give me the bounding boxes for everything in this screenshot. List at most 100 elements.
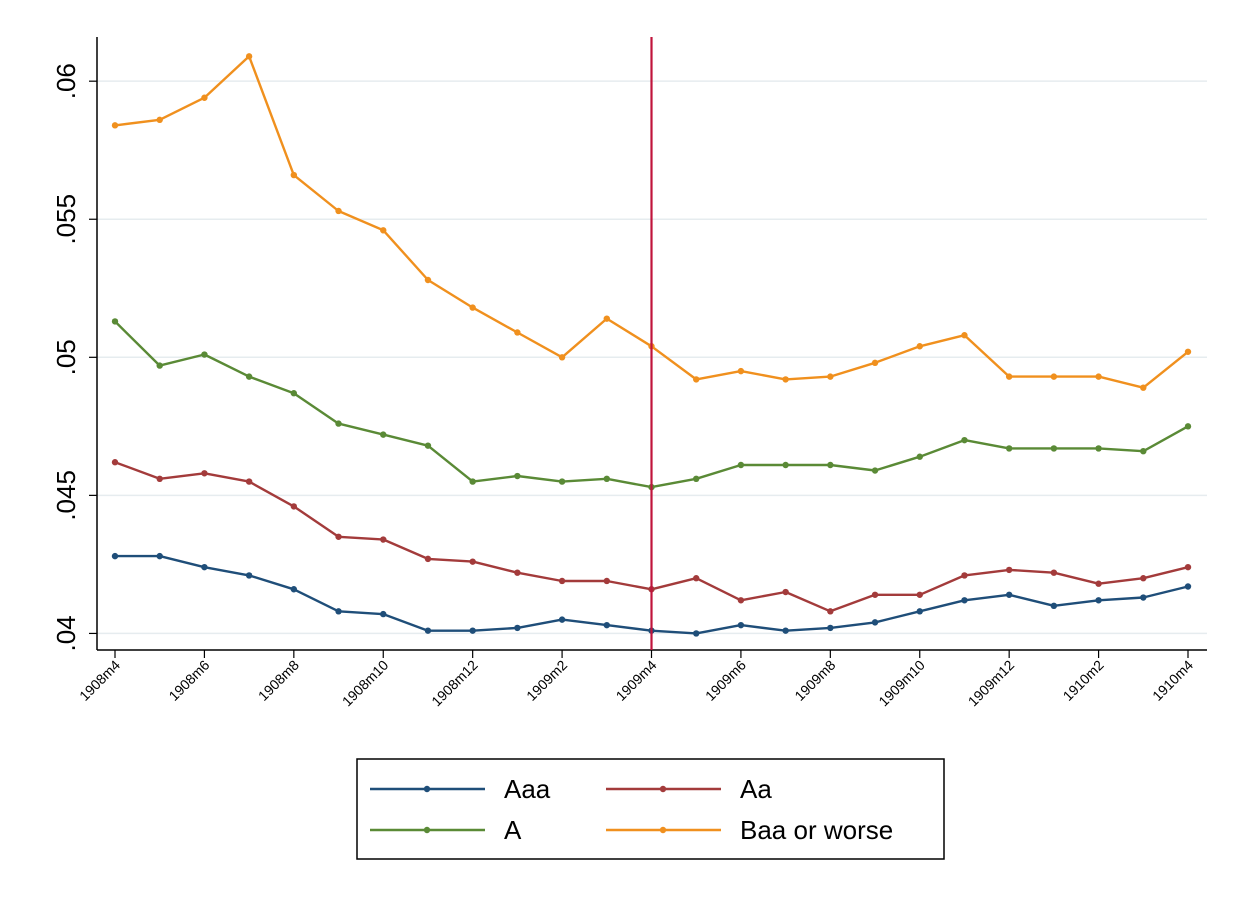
x-tick-label: 1909m8 — [791, 657, 838, 704]
legend-swatch-marker — [659, 785, 667, 793]
data-point — [1005, 591, 1013, 598]
data-point — [916, 591, 923, 598]
data-point — [827, 373, 834, 380]
data-point — [737, 621, 745, 629]
data-point — [111, 459, 119, 466]
data-point — [156, 552, 163, 560]
data-point — [871, 619, 879, 626]
x-tick-label: 1908m10 — [339, 657, 392, 710]
data-point — [1050, 602, 1058, 610]
data-point — [693, 475, 700, 483]
data-point — [1005, 566, 1013, 574]
data-point — [469, 478, 476, 485]
data-point — [782, 376, 789, 383]
data-point — [1095, 597, 1102, 604]
data-point — [335, 207, 342, 215]
data-point — [603, 315, 610, 322]
x-axis-ticks: 1908m4 1908m6 1908m8 1908m10 1908m12 1909m2 19… — [76, 650, 1196, 709]
data-point — [961, 572, 968, 579]
data-point — [156, 116, 163, 124]
data-point — [1050, 445, 1058, 452]
data-point — [693, 575, 700, 582]
data-point — [1095, 580, 1102, 587]
x-tick-label: 1909m4 — [613, 657, 660, 704]
data-point — [1184, 348, 1192, 355]
data-point — [245, 478, 253, 485]
data-point — [111, 318, 119, 325]
data-point — [1095, 373, 1102, 380]
data-point — [514, 624, 521, 632]
data-point — [827, 461, 834, 469]
legend-item: Aa — [606, 774, 772, 804]
data-point — [245, 373, 253, 380]
legend-label: Aa — [740, 774, 772, 804]
data-point — [245, 572, 253, 579]
y-tick-label: .045 — [51, 470, 81, 521]
y-tick-label: .04 — [51, 615, 81, 651]
data-point — [469, 304, 476, 311]
y-tick-label: .06 — [51, 63, 81, 99]
data-point — [1140, 594, 1147, 601]
data-point — [871, 467, 879, 474]
data-point — [693, 630, 700, 637]
legend: Aaa Aa A Baa or worse — [356, 758, 945, 860]
data-point — [1005, 445, 1013, 452]
x-tick-label: 1909m12 — [965, 657, 1018, 710]
data-point — [380, 227, 387, 234]
data-point — [603, 577, 610, 585]
data-point — [782, 627, 789, 634]
legend-item: Aaa — [370, 774, 551, 804]
data-point — [290, 390, 298, 397]
legend-item: Baa or worse — [606, 815, 893, 845]
data-point — [1184, 423, 1192, 430]
data-point — [693, 376, 700, 383]
data-point — [603, 475, 610, 483]
x-tick-label: 1909m6 — [702, 657, 749, 704]
x-tick-label: 1910m2 — [1060, 657, 1107, 704]
y-tick-label: .055 — [51, 194, 81, 245]
data-point — [380, 536, 387, 543]
data-point — [961, 597, 968, 604]
data-point — [380, 431, 387, 438]
data-point — [424, 627, 432, 634]
data-point — [782, 588, 789, 596]
data-point — [603, 621, 610, 629]
legend-label: Baa or worse — [740, 815, 893, 845]
data-point — [245, 53, 253, 60]
data-point — [558, 577, 566, 585]
data-point — [1005, 373, 1013, 380]
data-point — [335, 420, 342, 427]
data-point — [290, 503, 298, 510]
legend-swatch-marker — [423, 826, 431, 834]
data-point — [290, 171, 298, 179]
x-tick-label: 1909m2 — [523, 657, 570, 704]
data-point — [827, 624, 834, 632]
data-point — [1050, 569, 1058, 576]
x-tick-label: 1909m10 — [875, 657, 928, 710]
data-point — [737, 367, 745, 375]
data-point — [424, 276, 432, 284]
legend-item: A — [370, 815, 522, 845]
data-point — [201, 94, 208, 101]
legend-swatch-marker — [423, 785, 431, 793]
data-point — [514, 472, 521, 480]
data-point — [827, 608, 834, 615]
data-point — [514, 569, 521, 576]
data-point — [782, 461, 789, 469]
data-point — [335, 533, 342, 540]
y-tick-label: .05 — [51, 339, 81, 375]
data-point — [380, 610, 387, 618]
data-point — [469, 558, 476, 565]
data-point — [558, 616, 566, 623]
data-point — [156, 362, 163, 369]
data-point — [469, 627, 476, 634]
data-point — [111, 552, 119, 560]
x-tick-label: 1908m6 — [165, 657, 212, 704]
data-point — [201, 470, 208, 477]
data-point — [111, 122, 119, 129]
data-point — [1184, 583, 1192, 590]
x-tick-label: 1910m4 — [1149, 657, 1196, 704]
data-point — [201, 351, 208, 358]
data-point — [737, 597, 745, 604]
